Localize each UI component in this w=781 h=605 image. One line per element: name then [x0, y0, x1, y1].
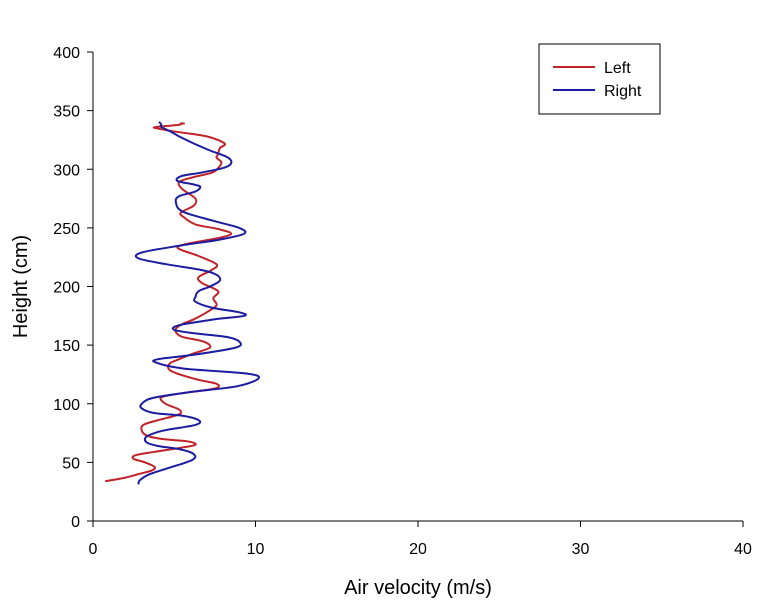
y-tick-label: 250 [53, 221, 80, 238]
legend-label-left: Left [604, 60, 631, 77]
x-tick-label: 0 [89, 541, 98, 558]
x-tick-label: 20 [409, 541, 427, 558]
series-line-right [134, 121, 260, 485]
x-tick-label: 30 [572, 541, 590, 558]
y-axis-title: Height (cm) [10, 235, 32, 338]
y-tick-label: 400 [53, 45, 80, 62]
y-tick-label: 100 [53, 397, 80, 414]
x-tick-label: 10 [247, 541, 265, 558]
legend-label-right: Right [604, 83, 642, 100]
x-tick-label: 40 [734, 541, 752, 558]
series-layer [105, 121, 260, 485]
axes-layer [92, 52, 743, 522]
y-tick-label: 50 [62, 455, 80, 472]
y-tick-label: 0 [71, 514, 80, 531]
legend-box [538, 43, 661, 115]
legend: Left Right [538, 43, 661, 115]
ticks-layer: 0 50 100 150 200 250 300 350 400 0 10 20 30 40 [53, 45, 752, 558]
y-tick-label: 350 [53, 104, 80, 121]
y-tick-label: 300 [53, 162, 80, 179]
y-tick-label: 150 [53, 338, 80, 355]
y-tick-label: 200 [53, 280, 80, 297]
x-axis-title: Air velocity (m/s) [344, 577, 492, 599]
series-line-left [105, 122, 233, 483]
